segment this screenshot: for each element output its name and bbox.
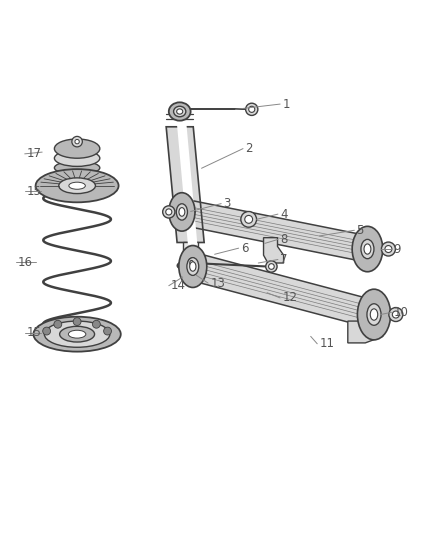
Polygon shape <box>264 238 284 263</box>
Text: 9: 9 <box>394 243 401 255</box>
Ellipse shape <box>169 193 195 231</box>
Text: 1: 1 <box>283 98 290 110</box>
Text: 12: 12 <box>283 292 297 304</box>
Polygon shape <box>348 321 383 343</box>
Ellipse shape <box>361 239 374 259</box>
Circle shape <box>392 311 399 318</box>
Ellipse shape <box>364 244 371 254</box>
Circle shape <box>389 308 403 321</box>
Circle shape <box>266 261 277 272</box>
Ellipse shape <box>177 204 187 220</box>
Polygon shape <box>179 199 370 262</box>
Text: 3: 3 <box>223 197 231 210</box>
Circle shape <box>72 136 82 147</box>
Circle shape <box>54 320 62 328</box>
Ellipse shape <box>54 139 100 158</box>
Ellipse shape <box>190 262 196 271</box>
Text: 11: 11 <box>319 337 335 350</box>
Ellipse shape <box>68 330 86 338</box>
Ellipse shape <box>169 102 191 120</box>
Ellipse shape <box>179 207 185 216</box>
Text: 6: 6 <box>241 241 248 255</box>
Circle shape <box>75 140 79 144</box>
Polygon shape <box>189 253 378 328</box>
Ellipse shape <box>60 326 95 342</box>
Ellipse shape <box>54 161 100 174</box>
Ellipse shape <box>182 270 192 278</box>
Ellipse shape <box>184 263 197 268</box>
Text: 5: 5 <box>357 224 364 237</box>
Text: 15: 15 <box>27 326 42 340</box>
Circle shape <box>385 246 392 253</box>
Ellipse shape <box>33 317 121 352</box>
Circle shape <box>166 209 172 215</box>
Ellipse shape <box>179 246 207 287</box>
Ellipse shape <box>59 178 95 193</box>
Circle shape <box>381 242 396 256</box>
Ellipse shape <box>357 289 391 340</box>
Text: 16: 16 <box>18 256 33 269</box>
Ellipse shape <box>370 309 378 320</box>
Ellipse shape <box>177 261 204 271</box>
Circle shape <box>73 318 81 326</box>
Polygon shape <box>177 125 198 245</box>
Ellipse shape <box>190 261 193 265</box>
Ellipse shape <box>184 252 199 274</box>
Ellipse shape <box>352 227 383 272</box>
Circle shape <box>92 320 100 328</box>
Text: 13: 13 <box>210 277 225 289</box>
Circle shape <box>104 327 112 335</box>
Text: 10: 10 <box>394 306 409 319</box>
Text: 7: 7 <box>280 253 288 266</box>
Ellipse shape <box>187 257 199 276</box>
Circle shape <box>249 106 255 112</box>
Ellipse shape <box>173 106 186 117</box>
Text: 2: 2 <box>245 142 253 155</box>
Circle shape <box>43 327 50 335</box>
Text: 15: 15 <box>27 185 42 198</box>
Polygon shape <box>166 127 204 243</box>
Text: 8: 8 <box>280 233 287 246</box>
Ellipse shape <box>367 304 381 325</box>
Polygon shape <box>183 243 198 271</box>
Text: 4: 4 <box>280 208 288 221</box>
Ellipse shape <box>54 150 100 166</box>
Circle shape <box>246 103 258 116</box>
Text: 17: 17 <box>27 147 42 160</box>
Ellipse shape <box>177 109 183 114</box>
Text: 14: 14 <box>171 279 186 292</box>
Ellipse shape <box>44 321 110 348</box>
Ellipse shape <box>188 258 195 268</box>
Ellipse shape <box>35 169 119 203</box>
Ellipse shape <box>69 182 85 189</box>
Circle shape <box>268 264 274 269</box>
Circle shape <box>241 212 257 227</box>
Circle shape <box>162 206 175 218</box>
Circle shape <box>245 215 253 223</box>
Ellipse shape <box>185 272 189 276</box>
